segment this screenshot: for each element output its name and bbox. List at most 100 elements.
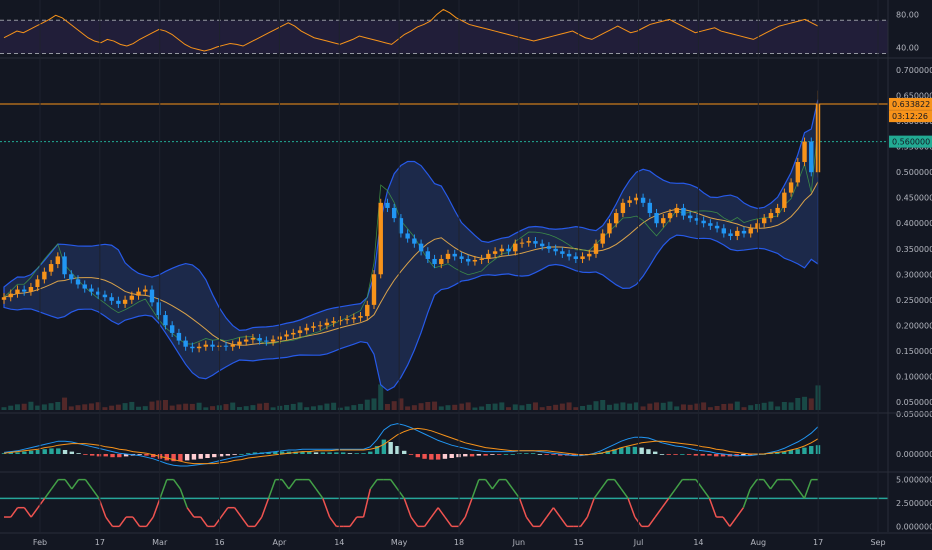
volume-bar [479,406,485,410]
candle-body [338,320,343,322]
candle-body [42,271,47,280]
time-tick-label: Mar [152,538,168,547]
macd-histogram-bar [449,454,454,458]
oscillator-segment [546,507,555,518]
rsi-panel [0,8,888,55]
macd-histogram-bar [212,454,217,458]
oscillator-segment [444,516,453,527]
volume-bar [263,402,269,410]
candle-body [613,213,619,224]
price-tick-label: 0.300000 [896,270,932,279]
volume-bar [680,404,686,410]
price-scale[interactable]: 80.0040.000.7000000.6500000.6000000.5500… [887,0,932,550]
volume-bar [694,403,700,410]
candle-body [687,215,693,219]
candle-body [196,346,202,349]
volume-bar [75,405,81,410]
volume-bar [8,405,14,410]
macd-histogram-bar [781,451,787,454]
candle-body [761,218,767,224]
time-scale[interactable]: Feb 17 Mar 16 Apr 14 May 18 Jun 15 Jul 14 Aug 17 Sep [33,538,886,547]
price-tick-label: 0.400000 [896,219,932,228]
volume-bar [728,403,734,410]
candle-body [284,334,289,337]
volume-bar [640,406,646,410]
price-tick-label: 0.500000 [896,168,932,177]
volume-bar [257,403,263,410]
volume-bar [768,401,774,410]
price-tick-label: 0.650000 [896,92,932,101]
volume-bar [492,403,498,410]
macd-histogram-bar [571,454,576,456]
volume-bar [384,404,390,410]
oscillator-segment [118,516,127,527]
candle-body [654,213,659,224]
macd-histogram-bar [368,451,373,454]
macd-histogram-bar [15,452,20,454]
rsi-tick-label: 40.00 [896,44,919,53]
oscillator-segment [410,516,419,527]
macd-histogram-bar [42,449,47,454]
candle-body [291,332,296,335]
oscillator-segment [50,479,59,490]
candle-body [735,230,740,236]
oscillator-segment [695,479,704,490]
time-tick-label: 17 [813,538,823,547]
candle-body [35,279,40,288]
macd-histogram-bar [307,451,312,454]
macd-histogram-bar [659,454,665,455]
candle-body [385,202,390,208]
candle-body [465,258,471,262]
oscillator-segment [579,516,588,527]
macd-histogram-bar [551,454,556,455]
oscillator-segment [396,488,405,499]
candle-body [701,220,706,224]
oscillator-segment [37,497,46,509]
volume-bar [566,402,572,410]
volume-bar [1,407,7,410]
candle-body [459,256,464,259]
oscillator-segment [240,516,249,527]
oscillator-segment [254,516,263,527]
macd-histogram-bar [544,454,549,455]
candle-body [250,338,256,340]
oscillator-segment [552,507,561,518]
candle-body [492,251,498,254]
oscillator-tick-label: 5.000000 [896,476,932,485]
macd-histogram-bar [720,454,726,457]
candle-body [714,225,720,229]
candle-body [708,223,713,226]
oscillator-segment [308,479,317,490]
oscillator-panel [0,478,888,528]
price-panel [0,90,888,410]
volume-bar [62,397,68,410]
macd-histogram-bar [184,454,190,461]
volume-bar [176,404,182,410]
macd-histogram-bar [788,450,794,454]
oscillator-segment [403,498,412,518]
macd-histogram-bar [714,454,719,457]
macd-histogram-bar [429,454,434,460]
macd-histogram-bar [456,454,461,458]
candle-body [317,325,323,327]
macd-histogram-bar [279,451,285,454]
candle-body [486,253,491,259]
candle-body [129,295,135,300]
candle-body [472,259,478,262]
price-badge [889,110,932,123]
candle-body [1,297,7,300]
candle-body [82,284,87,289]
candle-body [533,241,538,244]
candle-body [809,141,814,173]
macd-histogram-bar [408,454,414,455]
volume-bar [472,407,478,410]
volume-bar [337,407,343,410]
candle-body [640,197,646,203]
candle-body [398,218,404,234]
macd-histogram-bar [144,454,149,456]
candle-body [351,317,357,320]
time-tick-label: Jul [633,538,644,547]
macd-histogram-bar [524,453,529,454]
oscillator-segment [105,516,114,527]
candle-body [365,304,370,317]
